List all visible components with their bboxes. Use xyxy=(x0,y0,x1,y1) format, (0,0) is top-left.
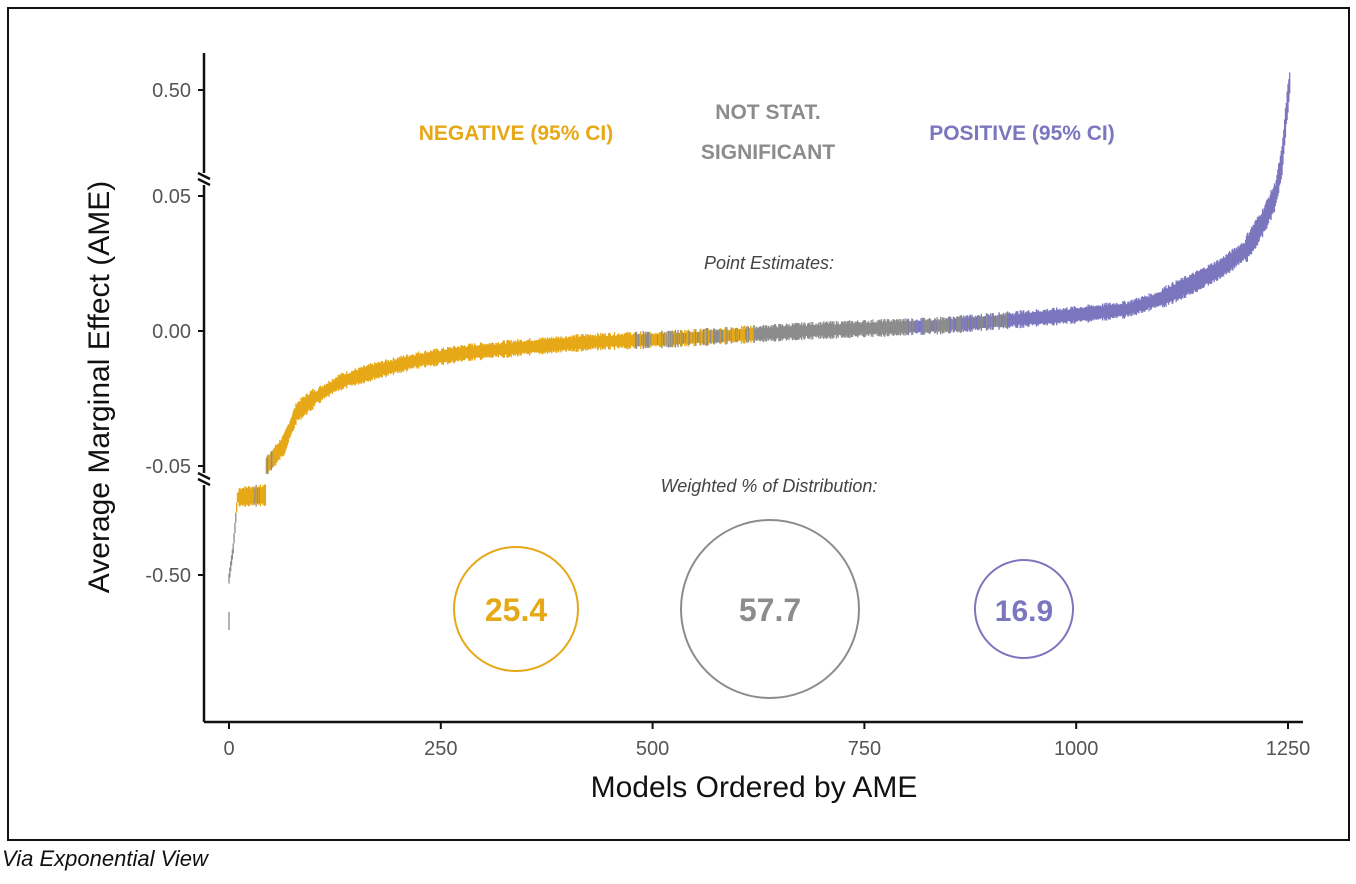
y-axis-label: Average Marginal Effect (AME) xyxy=(83,181,116,593)
distribution-label: Weighted % of Distribution: xyxy=(661,476,878,496)
ame-chart: 0.50 0.05 0.00 -0.05 -0.50 0 250 500 750 1000 125… xyxy=(83,53,1310,804)
circle-positive xyxy=(974,559,1074,659)
pct-not-significant: 57.7 xyxy=(739,592,801,628)
y-tick-label: 0.05 xyxy=(152,186,191,208)
pct-negative: 25.4 xyxy=(485,592,547,628)
pct-positive: 16.9 xyxy=(995,595,1053,628)
y-tick-label: -0.05 xyxy=(145,456,191,478)
label-not-significant-line1: NOT STAT. xyxy=(715,101,820,124)
x-tick-label: 0 xyxy=(223,738,234,760)
x-tick-label: 1250 xyxy=(1266,738,1311,760)
x-tick-label: 500 xyxy=(636,738,669,760)
y-tick-label: 0.00 xyxy=(152,321,191,343)
circle-negative xyxy=(453,546,579,672)
source-caption: Via Exponential View xyxy=(2,846,208,871)
x-axis-label: Models Ordered by AME xyxy=(591,771,918,804)
label-positive: POSITIVE (95% CI) xyxy=(929,122,1115,145)
x-tick-label: 1000 xyxy=(1054,738,1099,760)
x-tick-label: 250 xyxy=(424,738,457,760)
y-tick-label: -0.50 xyxy=(145,565,191,587)
circle-not-significant xyxy=(680,519,860,699)
point-estimates-label: Point Estimates: xyxy=(704,253,834,273)
x-tick-marks: 0 250 500 750 1000 1250 xyxy=(223,722,1310,760)
label-not-significant-line2: SIGNIFICANT xyxy=(701,141,835,164)
x-tick-label: 750 xyxy=(848,738,881,760)
chart-frame: 0.50 0.05 0.00 -0.05 -0.50 0 250 500 750 1000 125… xyxy=(7,7,1350,841)
y-tick-label: 0.50 xyxy=(152,80,191,102)
y-tick-marks: 0.50 0.05 0.00 -0.05 -0.50 xyxy=(145,80,204,587)
y-axis xyxy=(197,53,211,722)
point-estimate-bars xyxy=(228,72,1291,630)
label-negative: NEGATIVE (95% CI) xyxy=(419,122,613,145)
